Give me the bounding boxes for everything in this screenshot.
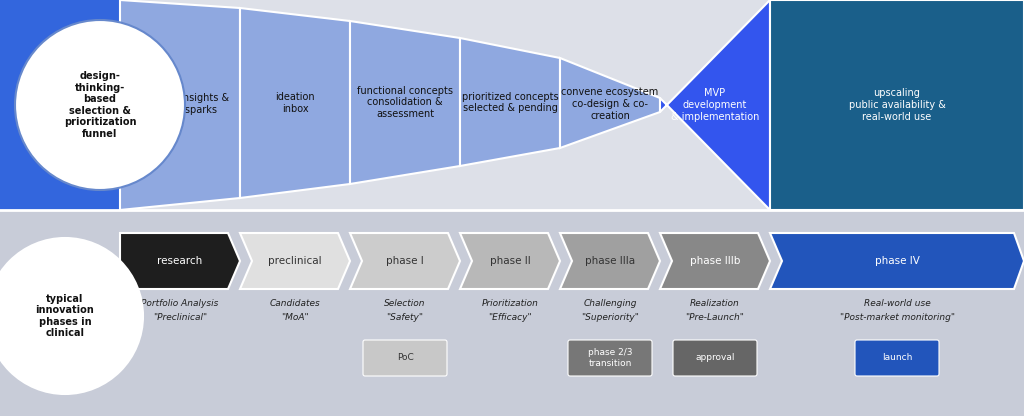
Bar	[0, 0, 120, 210]
Text: design-
thinking-
based
selection &
prioritization
funnel: design- thinking- based selection & prio…	[63, 71, 136, 139]
Polygon shape	[660, 233, 770, 289]
Polygon shape	[560, 233, 660, 289]
Polygon shape	[460, 38, 560, 166]
Text: ideation
inbox: ideation inbox	[275, 92, 314, 114]
Text: phase I: phase I	[386, 256, 424, 266]
Polygon shape	[120, 233, 240, 289]
Text: phase IV: phase IV	[874, 256, 920, 266]
Text: "Superiority": "Superiority"	[581, 314, 639, 322]
FancyBboxPatch shape	[568, 340, 652, 376]
Polygon shape	[120, 0, 240, 210]
Text: Realization: Realization	[690, 299, 740, 307]
Text: launch: launch	[882, 354, 912, 362]
Text: "Post-market monitoring": "Post-market monitoring"	[840, 314, 954, 322]
Text: preclinical: preclinical	[268, 256, 322, 266]
Bar	[0, 0, 1024, 210]
Text: "Preclinical": "Preclinical"	[153, 314, 207, 322]
Polygon shape	[460, 233, 560, 289]
Text: research: research	[158, 256, 203, 266]
Text: convene ecosystem
co-design & co-
creation: convene ecosystem co-design & co- creati…	[561, 87, 658, 121]
Text: "Efficacy": "Efficacy"	[488, 314, 531, 322]
Polygon shape	[240, 233, 350, 289]
Text: Portfolio Analysis: Portfolio Analysis	[141, 299, 219, 307]
Text: Challenging: Challenging	[584, 299, 637, 307]
Polygon shape	[770, 233, 1024, 289]
Text: phase IIIa: phase IIIa	[585, 256, 635, 266]
Text: phase IIIb: phase IIIb	[690, 256, 740, 266]
Text: customer insights &
internal sparks: customer insights & internal sparks	[131, 93, 229, 115]
Text: Real-world use: Real-world use	[863, 299, 931, 307]
Text: "Safety": "Safety"	[386, 314, 424, 322]
Text: phase 2/3
transition: phase 2/3 transition	[588, 348, 632, 368]
Polygon shape	[350, 21, 460, 184]
Circle shape	[0, 238, 143, 394]
Text: prioritized concepts
selected & pending: prioritized concepts selected & pending	[462, 92, 558, 113]
Text: Selection: Selection	[384, 299, 426, 307]
Text: upscaling
public availability &
real-world use: upscaling public availability & real-wor…	[849, 88, 945, 121]
Polygon shape	[350, 233, 460, 289]
Text: "Pre-Launch": "Pre-Launch"	[685, 314, 744, 322]
Polygon shape	[660, 0, 770, 210]
FancyBboxPatch shape	[362, 340, 447, 376]
FancyBboxPatch shape	[855, 340, 939, 376]
Polygon shape	[560, 58, 660, 148]
Text: MVP
development
& implementation: MVP development & implementation	[671, 88, 759, 121]
Polygon shape	[240, 8, 350, 198]
Text: PoC: PoC	[396, 354, 414, 362]
Bar	[0, 210, 1024, 416]
Polygon shape	[770, 0, 1024, 210]
Text: Candidates: Candidates	[269, 299, 321, 307]
Text: approval: approval	[695, 354, 735, 362]
Text: Prioritization: Prioritization	[481, 299, 539, 307]
Text: "MoA": "MoA"	[282, 314, 309, 322]
FancyBboxPatch shape	[673, 340, 757, 376]
Circle shape	[15, 20, 185, 190]
Text: functional concepts
consolidation &
assessment: functional concepts consolidation & asse…	[357, 86, 453, 119]
Text: phase II: phase II	[489, 256, 530, 266]
Text: typical
innovation
phases in
clinical: typical innovation phases in clinical	[36, 294, 94, 338]
